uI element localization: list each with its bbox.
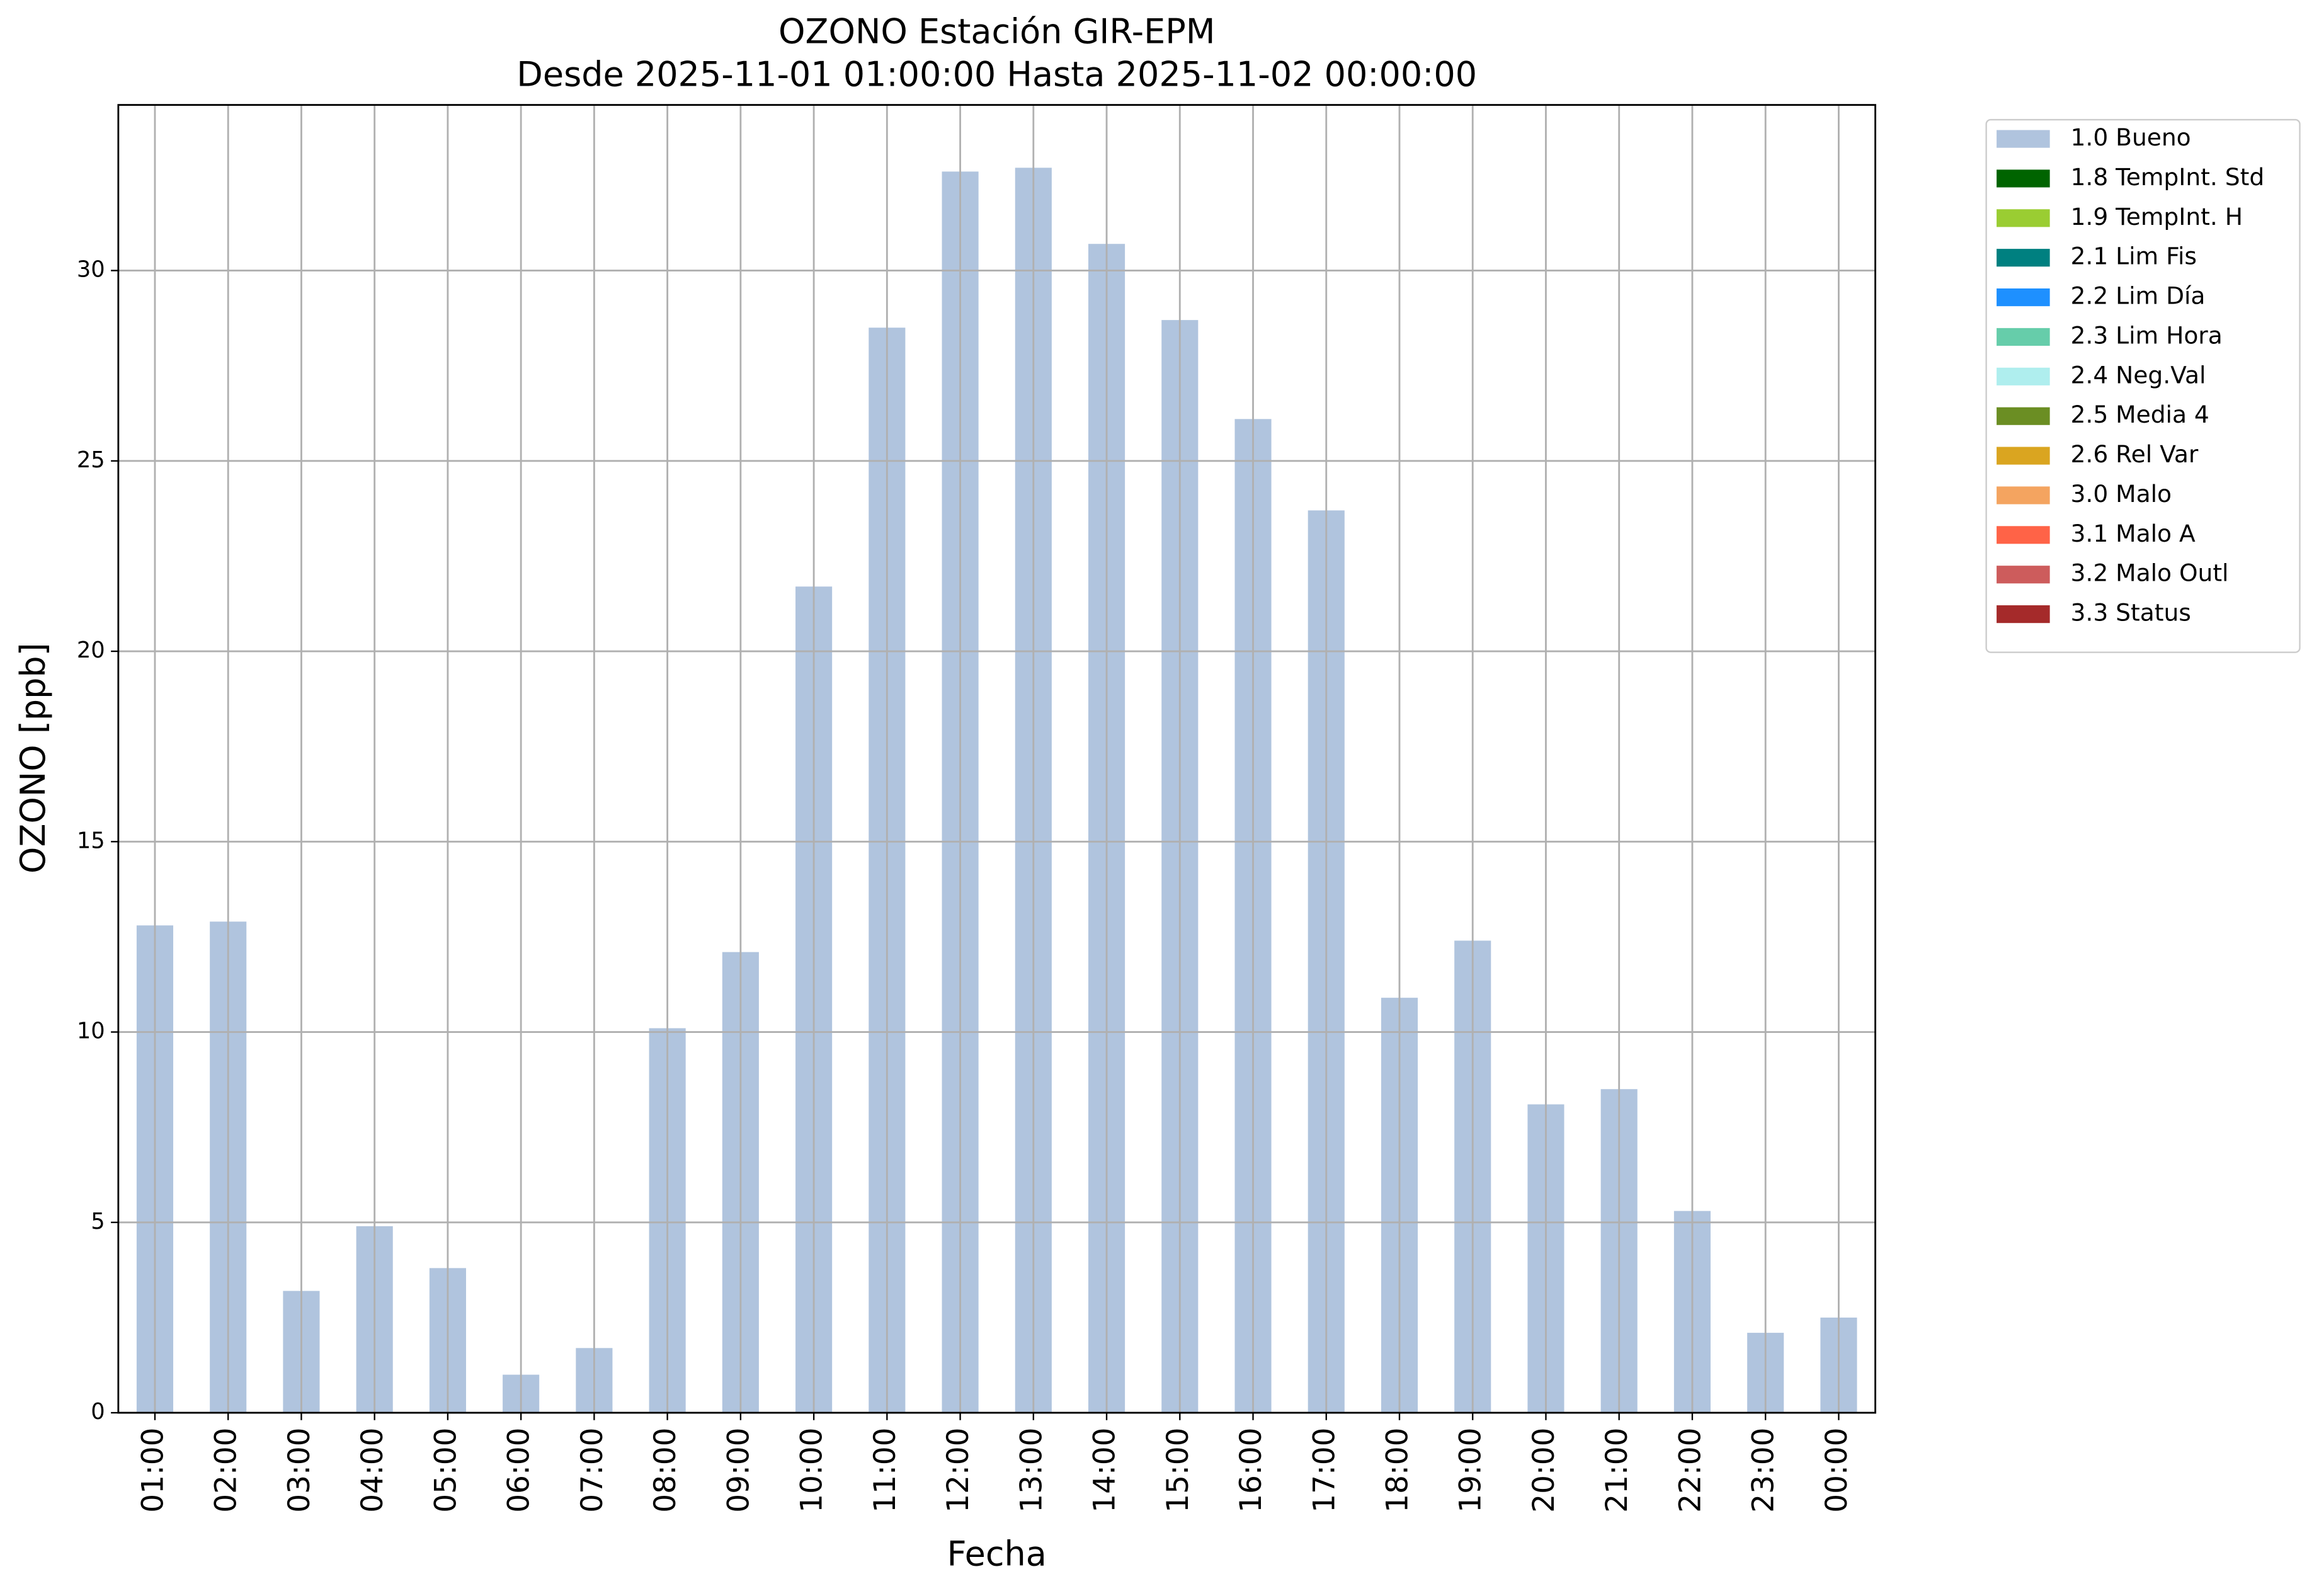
plot-frame <box>117 104 1876 1414</box>
legend-label: 2.3 Lim Hora <box>2071 321 2223 349</box>
x-tick-label: 01:00 <box>135 1428 170 1513</box>
legend-label: 3.3 Status <box>2071 599 2191 627</box>
x-tick-label: 20:00 <box>1527 1428 1561 1513</box>
y-axis-label: OZONO [ppb] <box>13 642 53 874</box>
x-tick-label: 17:00 <box>1307 1428 1342 1513</box>
legend-label: 2.2 Lim Día <box>2071 282 2206 310</box>
legend-swatch <box>1997 249 2050 267</box>
legend-swatch <box>1997 447 2050 465</box>
y-tick-label: 20 <box>77 637 105 663</box>
x-tick-label: 13:00 <box>1014 1428 1049 1513</box>
legend-label: 1.8 TempInt. Std <box>2071 163 2265 191</box>
legend-box <box>1985 118 2301 653</box>
x-tick-label: 08:00 <box>648 1428 683 1513</box>
legend-swatch <box>1997 209 2050 227</box>
legend-swatch <box>1997 407 2050 425</box>
legend: 1.0 Bueno 1.8 TempInt. Std 1.9 TempInt. H 2… <box>1985 118 2301 653</box>
chart-title: OZONO Estación GIR-EPM <box>778 12 1215 52</box>
y-tick-label: 25 <box>77 447 105 473</box>
x-tick-label: 23:00 <box>1746 1428 1781 1513</box>
legend-label: 2.1 Lim Fis <box>2071 242 2197 270</box>
x-tick-label: 14:00 <box>1088 1428 1122 1513</box>
legend-swatch <box>1997 486 2050 504</box>
legend-label: 3.2 Malo Outl <box>2071 559 2229 587</box>
axes: 0 5 10 15 20 25 30 01:00 02:00 03:00 04:00 05:00 06:… <box>77 257 1854 1513</box>
x-tick-label: 03:00 <box>282 1428 317 1513</box>
chart-subtitle: Desde 2025-11-01 01:00:00 Hasta 2025-11-… <box>516 55 1477 94</box>
legend-swatch <box>1997 130 2050 148</box>
x-tick-label: 02:00 <box>209 1428 244 1513</box>
x-tick-label: 00:00 <box>1820 1428 1854 1513</box>
x-tick-label: 16:00 <box>1234 1428 1268 1513</box>
x-tick-label: 22:00 <box>1673 1428 1707 1513</box>
x-tick-label: 21:00 <box>1600 1428 1634 1513</box>
legend-label: 3.1 Malo A <box>2071 520 2196 547</box>
legend-swatch <box>1997 328 2050 346</box>
x-tick-label: 05:00 <box>428 1428 463 1513</box>
y-tick-label: 0 <box>91 1399 105 1425</box>
x-tick-label: 12:00 <box>941 1428 976 1513</box>
x-tick-label: 19:00 <box>1454 1428 1488 1513</box>
legend-label: 3.0 Malo <box>2071 480 2172 508</box>
legend-swatch <box>1997 288 2050 307</box>
legend-swatch <box>1997 367 2050 385</box>
legend-swatch <box>1997 526 2050 544</box>
x-tick-label: 09:00 <box>721 1428 756 1513</box>
legend-label: 2.6 Rel Var <box>2071 440 2199 468</box>
x-tick-label: 06:00 <box>502 1428 537 1513</box>
legend-swatch <box>1997 605 2050 624</box>
x-tick-label: 04:00 <box>355 1428 390 1513</box>
x-axis-label: Fecha <box>947 1534 1047 1573</box>
legend-swatch <box>1997 169 2050 188</box>
y-tick-label: 5 <box>91 1209 105 1234</box>
legend-label: 1.9 TempInt. H <box>2071 203 2243 231</box>
x-tick-label: 18:00 <box>1380 1428 1415 1513</box>
x-tick-label: 11:00 <box>868 1428 903 1513</box>
y-tick-label: 30 <box>77 257 105 283</box>
y-tick-label: 10 <box>77 1018 105 1044</box>
y-tick-label: 15 <box>77 828 105 853</box>
x-tick-label: 15:00 <box>1161 1428 1195 1513</box>
x-tick-label: 07:00 <box>575 1428 610 1513</box>
legend-label: 2.5 Media 4 <box>2071 401 2209 428</box>
x-tick-label: 10:00 <box>795 1428 829 1513</box>
legend-swatch <box>1997 566 2050 584</box>
legend-label: 1.0 Bueno <box>2071 123 2191 151</box>
legend-label: 2.4 Neg.Val <box>2071 361 2206 389</box>
